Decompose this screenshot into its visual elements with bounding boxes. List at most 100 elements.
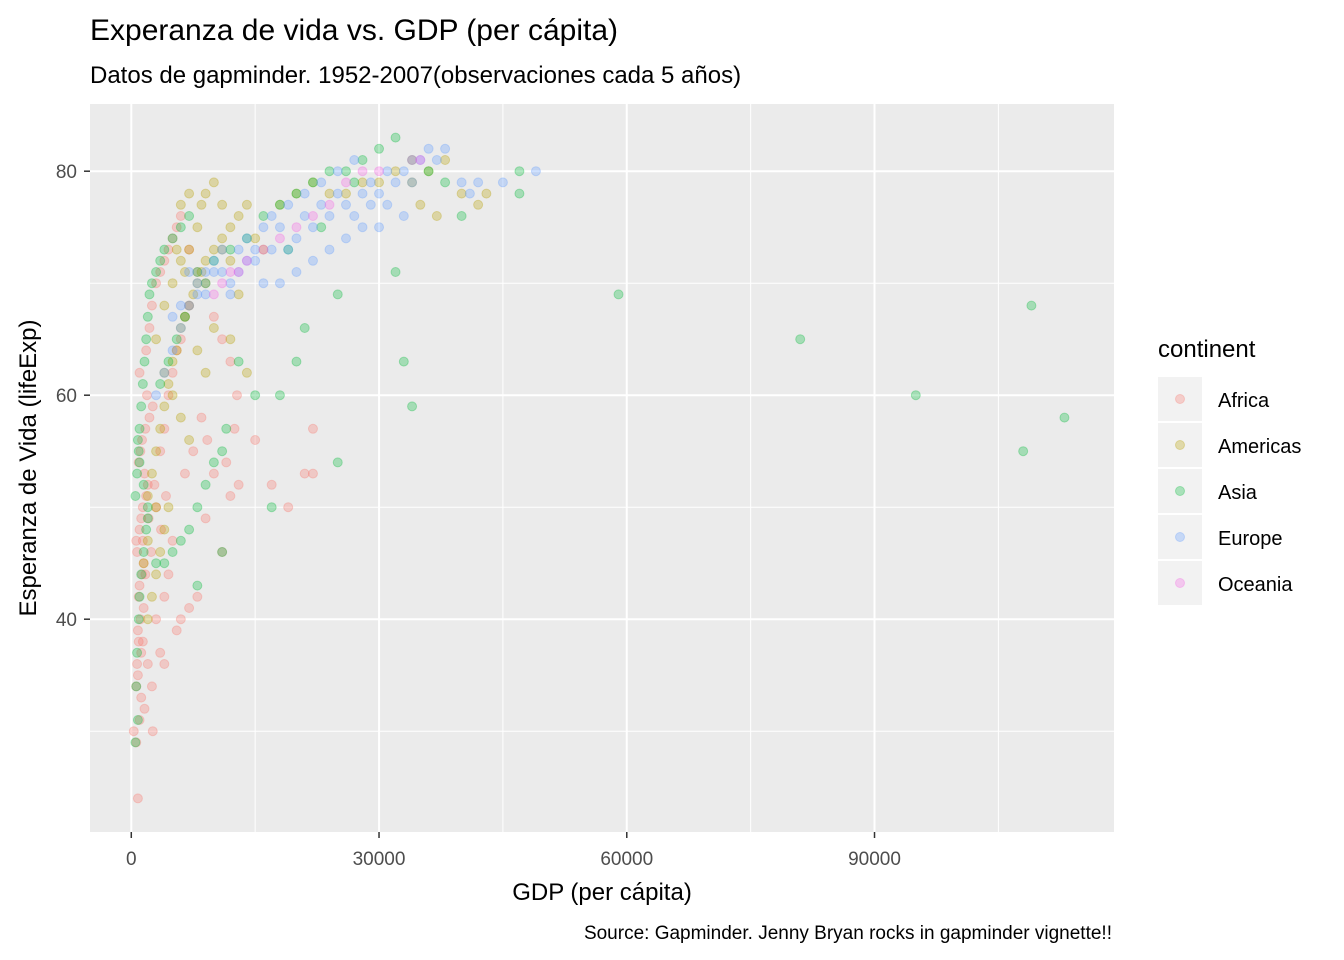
data-point-asia: [390, 132, 401, 143]
data-point-africa: [132, 670, 143, 681]
legend: continent Africa Americas Asia Europe Oceani…: [1158, 336, 1301, 605]
data-point-asia: [139, 356, 150, 367]
data-point-asia: [217, 446, 228, 457]
data-point-asia: [398, 356, 409, 367]
data-point-americas: [196, 199, 207, 210]
data-point-americas: [167, 390, 178, 401]
data-point-americas: [225, 334, 236, 345]
data-point-africa: [160, 491, 171, 501]
data-point-asia: [291, 356, 302, 367]
data-point-europe: [382, 199, 393, 210]
data-point-americas: [423, 166, 434, 177]
data-point-americas: [175, 412, 186, 423]
data-point-americas: [138, 558, 149, 569]
data-point-americas: [151, 446, 162, 457]
data-point-americas: [192, 222, 203, 233]
data-point-europe: [324, 211, 335, 221]
data-point-africa: [171, 222, 182, 233]
data-point-europe: [151, 390, 162, 401]
grid-minor: [90, 104, 1114, 832]
data-point-africa: [137, 535, 148, 546]
data-point-europe: [241, 255, 252, 266]
data-point-asia: [130, 737, 141, 748]
x-axis-title: GDP (per cápita): [512, 879, 692, 906]
data-point-asia: [133, 614, 144, 625]
data-point-asia: [357, 155, 368, 165]
data-point-americas: [241, 199, 252, 210]
data-point-europe: [184, 300, 195, 311]
data-point-europe: [398, 166, 409, 177]
data-point-europe: [299, 188, 310, 199]
data-point-americas: [217, 244, 228, 255]
data-point-africa: [133, 636, 144, 647]
data-point-africa: [151, 614, 162, 625]
data-point-africa: [146, 547, 157, 557]
data-point-africa: [134, 524, 145, 535]
data-point-africa: [225, 356, 236, 367]
data-point-asia: [423, 166, 434, 177]
data-point-europe: [316, 177, 327, 188]
data-point-oceania: [241, 255, 252, 266]
data-point-africa: [138, 603, 149, 613]
data-point-asia: [142, 513, 153, 524]
data-point-americas: [217, 199, 228, 210]
plot-panel: [90, 104, 1114, 832]
data-point-asia: [241, 233, 252, 244]
data-point-americas: [225, 222, 236, 233]
data-point-asia: [299, 323, 310, 333]
data-point-europe: [266, 211, 277, 221]
x-tick-label: 60000: [600, 849, 653, 870]
data-point-africa: [221, 457, 232, 468]
data-point-europe: [299, 211, 310, 221]
data-point-americas: [171, 244, 182, 255]
data-point-asia: [233, 356, 244, 367]
legend-label-africa: Africa: [1218, 390, 1270, 412]
data-point-americas: [233, 289, 244, 300]
data-point-asia: [514, 188, 525, 199]
data-point-asia: [217, 547, 228, 557]
data-point-asia: [407, 155, 418, 165]
data-point-africa: [155, 446, 166, 457]
data-point-africa: [142, 479, 153, 490]
data-point-americas: [196, 267, 207, 277]
data-point-americas: [151, 334, 162, 345]
data-point-africa: [188, 446, 199, 457]
data-point-asia: [167, 547, 178, 557]
data-point-americas: [159, 300, 170, 311]
legend-key-africa: [1158, 377, 1202, 421]
data-point-asia: [175, 222, 186, 233]
data-point-asia: [514, 166, 525, 177]
data-point-africa: [139, 703, 150, 714]
data-point-africa: [155, 267, 166, 277]
data-point-europe: [258, 278, 269, 289]
data-point-africa: [141, 345, 152, 356]
data-point-europe: [250, 255, 261, 266]
data-point-africa: [179, 311, 190, 322]
legend-title: continent: [1158, 336, 1256, 363]
data-point-europe: [374, 222, 385, 233]
data-point-africa: [136, 692, 147, 703]
legend-label-europe: Europe: [1218, 528, 1283, 550]
legend-swatch-oceania: [1175, 578, 1185, 588]
data-point-oceania: [374, 166, 385, 177]
data-point-africa: [138, 558, 149, 569]
data-point-europe: [341, 233, 351, 244]
data-point-africa: [146, 300, 157, 311]
data-point-europe: [307, 222, 318, 233]
data-point-africa: [140, 569, 151, 580]
data-point-africa: [163, 244, 174, 255]
data-point-europe: [258, 222, 269, 233]
data-point-europe: [208, 255, 219, 266]
data-point-europe: [274, 278, 285, 289]
data-point-africa: [167, 367, 178, 378]
data-point-africa: [167, 233, 178, 244]
data-point-europe: [497, 177, 508, 188]
data-point-americas: [481, 188, 492, 199]
data-point-europe: [365, 177, 376, 188]
data-point-europe: [233, 267, 244, 277]
data-point-europe: [456, 177, 467, 188]
data-point-asia: [134, 591, 145, 602]
data-point-asia: [910, 390, 921, 401]
data-point-africa: [137, 435, 148, 445]
data-point-europe: [233, 244, 244, 255]
